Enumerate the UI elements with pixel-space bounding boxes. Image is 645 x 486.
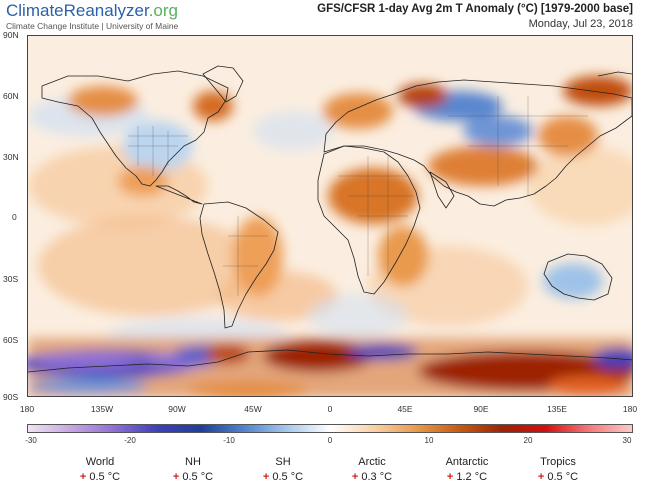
- stat-value-row: +0.5 °C: [148, 471, 238, 483]
- stat-value-row: +0.3 °C: [327, 471, 417, 483]
- lon-tick-45w: 45W: [244, 404, 262, 414]
- lon-tick-90e: 90E: [473, 404, 489, 414]
- africa-outline: [317, 145, 421, 295]
- lon-tick-180w: 180: [19, 404, 35, 414]
- stat-sign: +: [446, 471, 454, 483]
- lat-tick-30s: 30S: [3, 274, 19, 284]
- map-title: GFS/CFSR 1-day Avg 2m T Anomaly (°C) [19…: [317, 3, 633, 15]
- stat-label: Antarctic: [445, 456, 489, 468]
- stat-antarctic[interactable]: Antarctic +1.2 °C: [422, 456, 512, 483]
- stat-nh[interactable]: NH +0.5 °C: [148, 456, 238, 483]
- stat-value-row: +0.5 °C: [55, 471, 145, 483]
- scale-tick-neg10: -10: [223, 436, 235, 445]
- north-america-outline: [41, 70, 229, 187]
- stat-sign: +: [79, 471, 87, 483]
- india-outline: [429, 171, 455, 209]
- stat-value-row: +0.5 °C: [238, 471, 328, 483]
- stat-label: NH: [185, 456, 201, 468]
- lon-tick-135w: 135W: [90, 404, 114, 414]
- stat-sign: +: [351, 471, 359, 483]
- regional-stats: World +0.5 °C NH +0.5 °C SH +0.5 °C Arct…: [0, 456, 645, 486]
- map-svg: [28, 36, 632, 396]
- antarctica-coast: [28, 349, 632, 373]
- stat-world[interactable]: World +0.5 °C: [55, 456, 145, 483]
- header-info: GFS/CFSR 1-day Avg 2m T Anomaly (°C) [19…: [317, 3, 633, 30]
- eurasia-outline: [323, 79, 632, 207]
- siberia-coast: [597, 71, 632, 77]
- scale-tick-20: 20: [523, 436, 533, 445]
- anomaly-field: [28, 76, 632, 396]
- lon-tick-180e: 180: [622, 404, 638, 414]
- lon-tick-0: 0: [327, 404, 333, 414]
- greenland-outline: [202, 65, 244, 103]
- stat-sign: +: [537, 471, 545, 483]
- stat-value: 0.5 °C: [182, 471, 214, 483]
- lat-tick-0: 0: [12, 212, 17, 222]
- central-america-outline: [155, 185, 203, 205]
- color-scale-bar: [27, 424, 633, 433]
- stat-sh[interactable]: SH +0.5 °C: [238, 456, 328, 483]
- stat-value: 1.2 °C: [456, 471, 488, 483]
- institution-label: Climate Change Institute | University of…: [6, 21, 179, 31]
- lon-tick-90w: 90W: [168, 404, 186, 414]
- lat-tick-60n: 60N: [3, 91, 19, 101]
- stat-value: 0.5 °C: [89, 471, 121, 483]
- header-branding: ClimateReanalyzer.org Climate Change Ins…: [6, 2, 179, 32]
- lat-tick-60s: 60S: [3, 335, 19, 345]
- scale-tick-0: 0: [327, 436, 333, 445]
- stat-sign: +: [262, 471, 270, 483]
- country-borders: [128, 96, 588, 296]
- lon-tick-135e: 135E: [547, 404, 567, 414]
- brand-name: ClimateReanalyzer: [6, 1, 149, 20]
- anomaly-map[interactable]: [27, 35, 633, 397]
- stat-label: Arctic: [358, 456, 386, 468]
- scale-tick-neg30: -30: [25, 436, 37, 445]
- coastlines: [28, 65, 632, 373]
- scale-tick-neg20: -20: [124, 436, 136, 445]
- stat-label: Tropics: [540, 456, 576, 468]
- lon-tick-45e: 45E: [397, 404, 413, 414]
- australia-outline: [543, 253, 613, 301]
- map-date: Monday, Jul 23, 2018: [528, 18, 633, 30]
- south-america-outline: [199, 201, 279, 329]
- lat-tick-90n: 90N: [3, 30, 19, 40]
- stat-label: World: [85, 456, 115, 468]
- scale-tick-10: 10: [424, 436, 434, 445]
- stat-value: 0.3 °C: [361, 471, 393, 483]
- stat-arctic[interactable]: Arctic +0.3 °C: [327, 456, 417, 483]
- stat-sign: +: [172, 471, 180, 483]
- brand-tld: .org: [148, 1, 178, 20]
- lat-tick-90s: 90S: [3, 392, 19, 402]
- stat-tropics[interactable]: Tropics +0.5 °C: [513, 456, 603, 483]
- stat-label: SH: [275, 456, 291, 468]
- stat-value-row: +1.2 °C: [422, 471, 512, 483]
- lat-tick-30n: 30N: [3, 152, 19, 162]
- stat-value: 0.5 °C: [547, 471, 579, 483]
- scale-tick-30: 30: [622, 436, 632, 445]
- stat-value: 0.5 °C: [272, 471, 304, 483]
- stat-value-row: +0.5 °C: [513, 471, 603, 483]
- site-logo[interactable]: ClimateReanalyzer.org: [6, 2, 178, 20]
